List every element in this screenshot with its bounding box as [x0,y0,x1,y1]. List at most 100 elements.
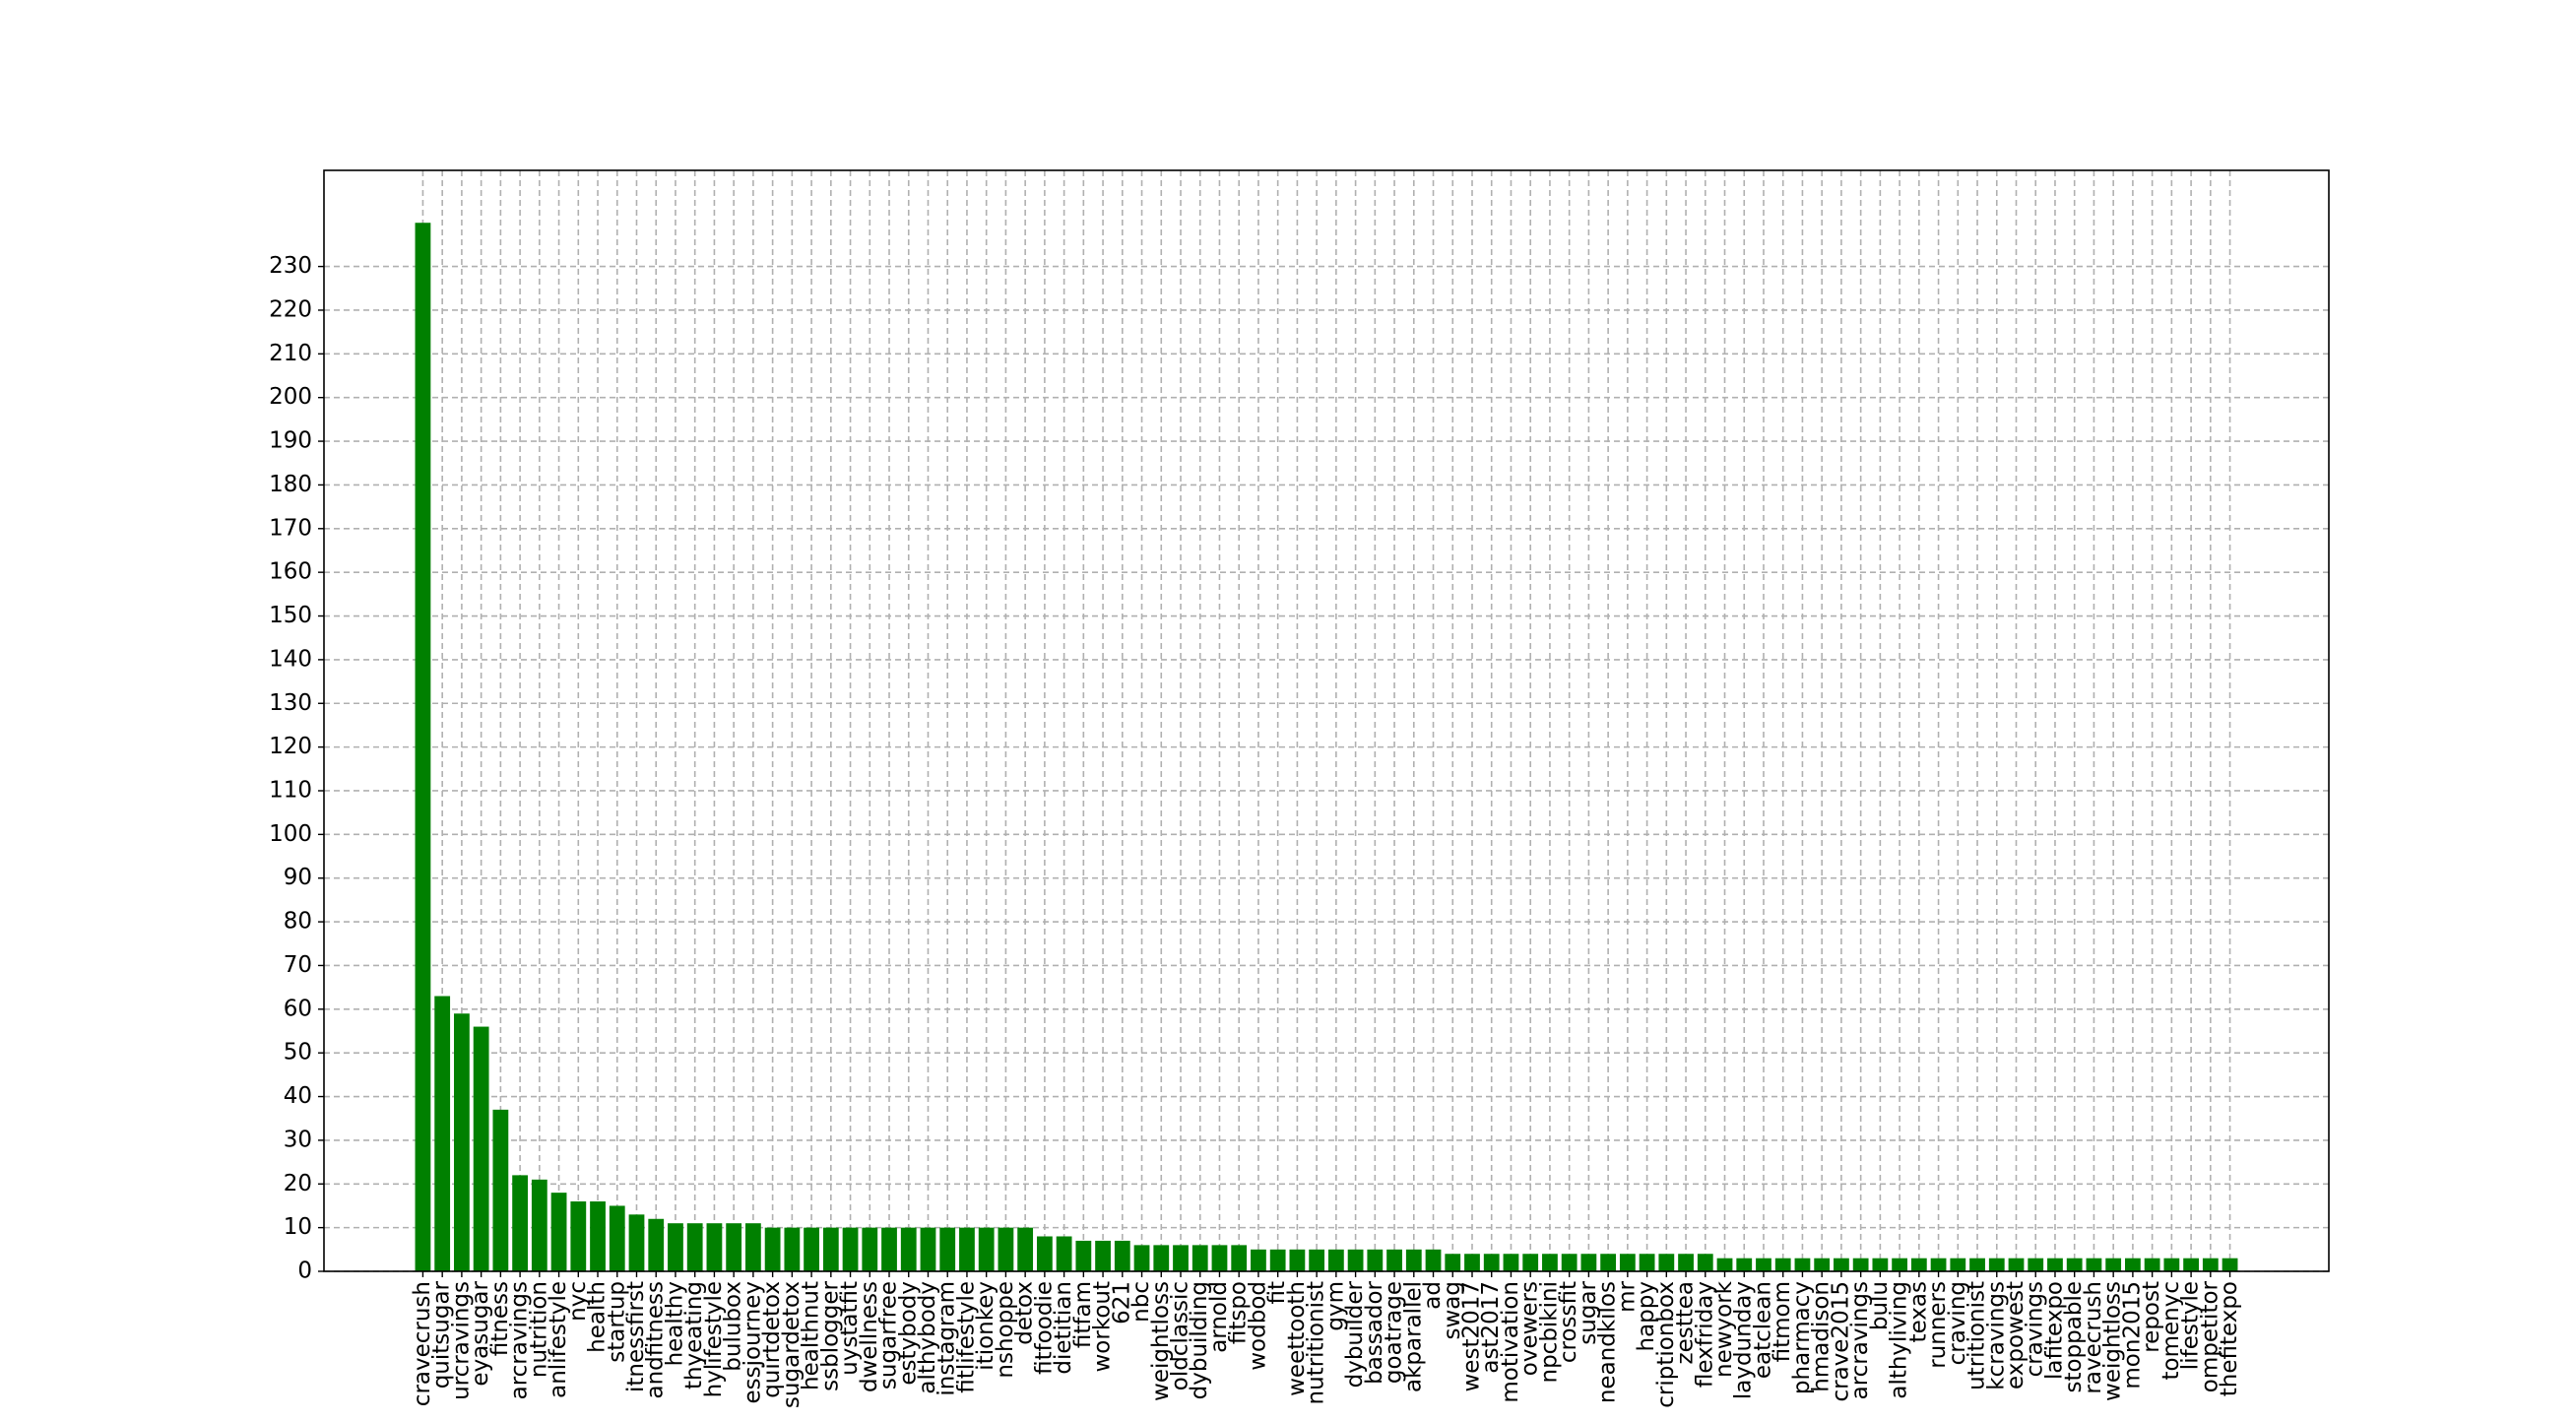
x-tick-label: hmadison [1809,1281,1835,1392]
bar [2008,1258,2025,1271]
x-tick-label: sugardetox [779,1281,805,1408]
x-tick-label: crave2015 [1828,1281,1853,1402]
x-tick-label: npcbikini [1536,1281,1562,1384]
x-tick-label: ast2017 [1478,1281,1504,1374]
x-tick-label: criptionbox [1653,1281,1679,1408]
bar [2222,1258,2238,1271]
x-tick-label: weettooth [1284,1281,1310,1396]
x-tick-label: nbc [1128,1281,1154,1323]
bar [1814,1258,1831,1271]
bar [1736,1258,1753,1271]
x-tick-label: startup [604,1281,629,1363]
bar [2066,1258,2083,1271]
x-tick-label: pharmacy [1789,1281,1815,1394]
bar [764,1227,781,1271]
bar [648,1218,665,1271]
bar [706,1223,723,1271]
x-tick-label: bulubox [721,1281,746,1372]
x-tick-label: fitmom [1770,1281,1795,1362]
bar [998,1227,1014,1271]
bar [804,1227,819,1271]
bar [1173,1245,1189,1271]
x-tick-label: essjourney [740,1281,765,1404]
x-tick-label: arcravings [1847,1281,1873,1399]
x-tick-label: instagram [934,1281,960,1396]
bar [784,1227,801,1271]
bar [1619,1254,1636,1271]
x-tick-label: uystatfit [837,1281,863,1376]
x-tick-label: ssblogger [817,1280,843,1390]
x-tick-label: crossfit [1556,1281,1581,1363]
bar [570,1201,587,1271]
bar [2125,1258,2141,1271]
x-tick-label: nutrition [526,1281,551,1378]
bar [2202,1258,2219,1271]
bar [1522,1254,1539,1271]
bar [1114,1240,1130,1271]
x-tick-label: texas [1905,1281,1931,1342]
bar [492,1109,509,1271]
y-tick-label: 110 [269,777,312,803]
bar [1639,1254,1655,1271]
bar [959,1227,975,1271]
y-tick-label: 20 [284,1171,312,1196]
x-tick-label: goatrage [1382,1281,1407,1384]
x-tick-label: ovewers [1517,1281,1543,1376]
plot-area [324,170,2329,1271]
x-tick-label: urcravings [448,1281,474,1400]
x-tick-label: gym [1322,1281,1348,1331]
x-tick-label: wodbod [1245,1281,1270,1371]
x-tick-label: dybuilder [1342,1280,1368,1388]
x-tick-label: fitfam [1070,1281,1096,1348]
x-tick-label: fitfoodie [1031,1281,1057,1375]
bar [550,1193,567,1271]
x-tick-label: andfitness [643,1281,669,1398]
bar [900,1227,917,1271]
x-tick-label: dietitian [1051,1281,1076,1375]
y-tick-label: 100 [269,821,312,847]
bar [1892,1258,1908,1271]
bar [1017,1227,1034,1271]
bar [686,1223,703,1271]
bar [1697,1254,1713,1271]
bar [1036,1236,1053,1271]
y-tick-label: 120 [269,734,312,759]
x-tick-label: workout [1090,1281,1116,1373]
x-tick-label: mon2015 [2119,1281,2145,1390]
x-tick-label: althybody [915,1281,940,1394]
y-tick-label: 190 [269,428,312,454]
y-tick-label: 90 [284,865,312,890]
bar [1580,1254,1597,1271]
y-tick-label: 10 [284,1214,312,1240]
bar [1056,1236,1072,1271]
x-tick-label: althyliving [1887,1281,1912,1399]
x-tick-label: eyasugar [468,1280,493,1386]
bar [1872,1258,1889,1271]
bar [1251,1249,1266,1271]
x-tick-label: itnessfirst [623,1281,649,1392]
bar [2183,1258,2199,1271]
x-tick-label: fit [1264,1281,1290,1305]
bar [2086,1258,2102,1271]
y-tick-label: 150 [269,603,312,628]
bar [822,1227,839,1271]
bar [862,1227,878,1271]
bar [1716,1258,1733,1271]
x-tick-label: laydunday [1731,1281,1757,1399]
x-tick-label: kcravings [1983,1281,2009,1390]
bar [1445,1254,1461,1271]
bar [1503,1254,1519,1271]
bar [2105,1258,2122,1271]
x-tick-label: quirtdetox [759,1281,785,1398]
x-tick-label: dybuilding [1187,1281,1212,1399]
x-tick-label: happy [1634,1281,1659,1351]
bar [1269,1249,1286,1271]
bar [628,1214,645,1271]
bar [1464,1254,1480,1271]
x-tick-label: nutritionist [1304,1281,1329,1404]
y-tick-label: 50 [284,1040,312,1066]
bar [1386,1249,1402,1271]
bar [842,1227,859,1271]
x-tick-label: motivation [1498,1281,1523,1403]
